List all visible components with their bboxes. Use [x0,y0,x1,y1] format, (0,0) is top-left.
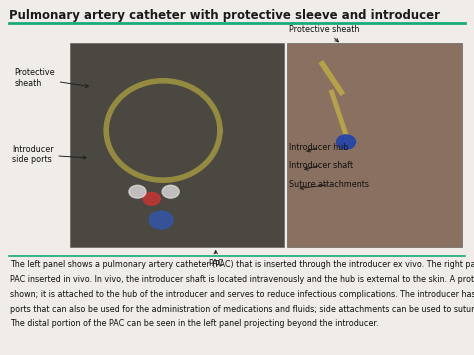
Text: Suture attachments: Suture attachments [289,180,369,190]
Text: Protective sheath: Protective sheath [289,25,359,42]
Bar [287,43,462,247]
Circle shape [149,211,173,229]
Text: The distal portion of the PAC can be seen in the left panel projecting beyond th: The distal portion of the PAC can be see… [10,320,379,328]
Circle shape [337,135,356,149]
Text: The left panel shows a pulmonary artery catheter (PAC) that is inserted through : The left panel shows a pulmonary artery … [10,260,474,269]
Circle shape [129,185,146,198]
Circle shape [143,192,160,205]
Text: PAC inserted in vivo. In vivo, the introducer shaft is located intravenously and: PAC inserted in vivo. In vivo, the intro… [10,275,474,284]
Text: Pulmonary artery catheter with protective sleeve and introducer: Pulmonary artery catheter with protectiv… [9,9,440,22]
Text: PAC: PAC [208,251,223,268]
Bar [70,43,284,247]
Text: ports that can also be used for the administration of medications and fluids; si: ports that can also be used for the admi… [10,305,474,313]
Circle shape [162,185,179,198]
Text: Introducer hub: Introducer hub [289,143,348,152]
Text: shown; it is attached to the hub of the introducer and serves to reduce infectio: shown; it is attached to the hub of the … [10,290,474,299]
Text: Introducer shaft: Introducer shaft [289,160,353,170]
Text: Protective
sheath: Protective sheath [14,69,89,88]
Text: Introducer
side ports: Introducer side ports [12,145,86,164]
